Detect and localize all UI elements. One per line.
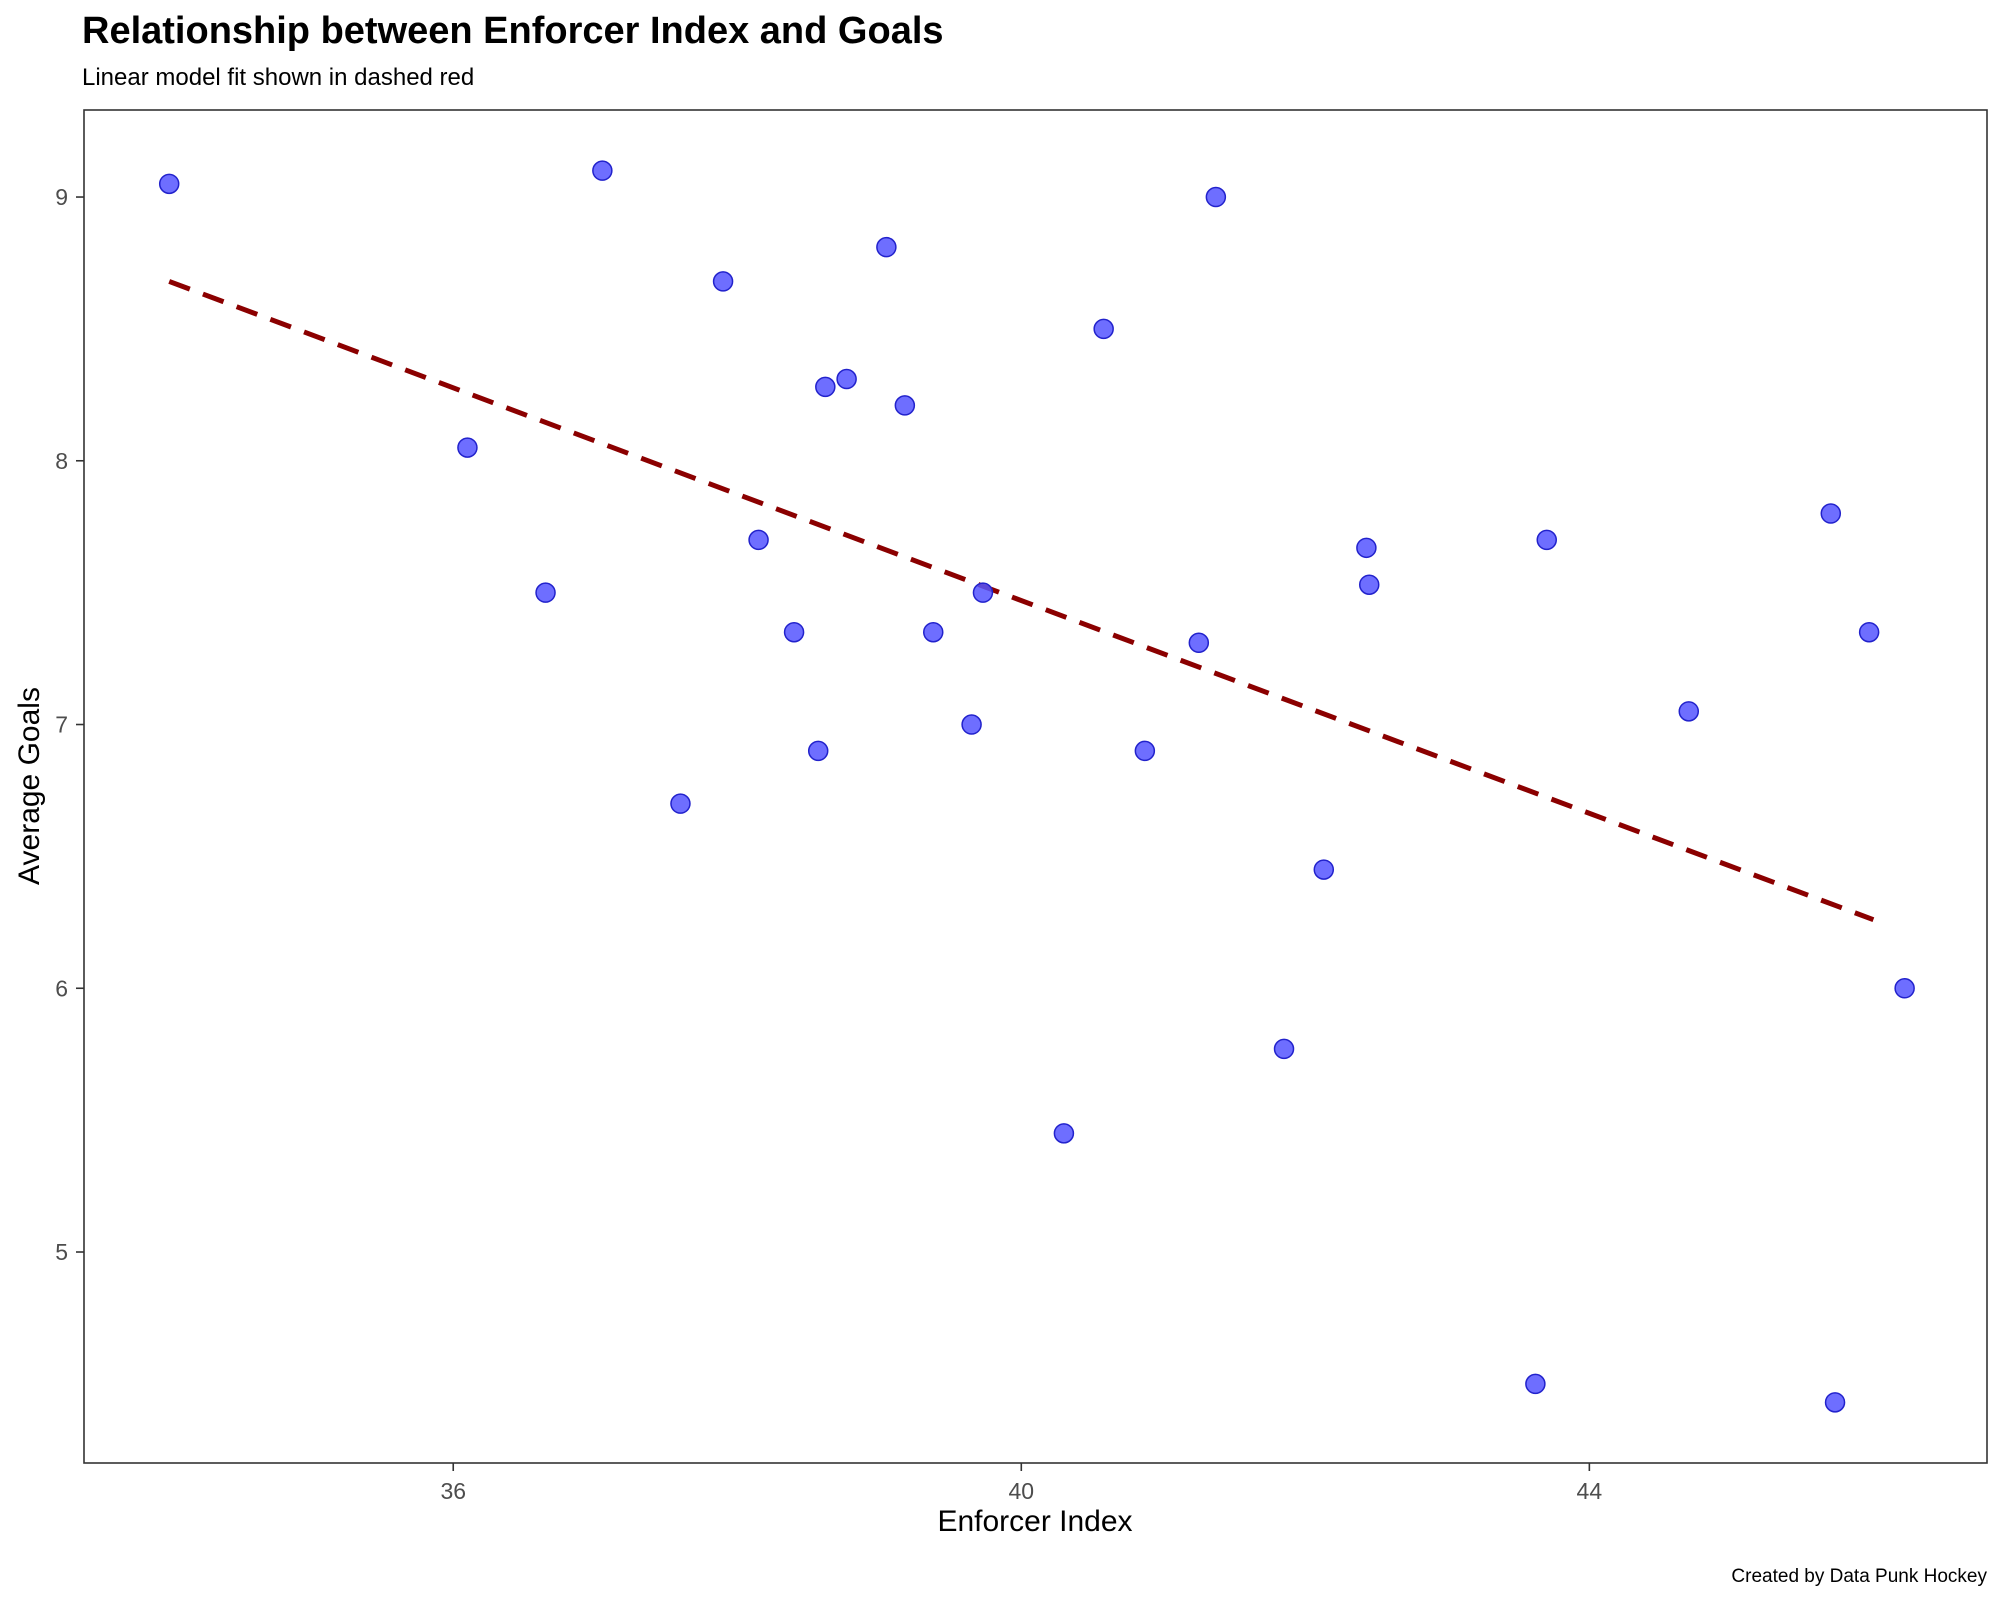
data-point xyxy=(1536,529,1558,551)
fit-line-layer xyxy=(168,279,1875,923)
data-point xyxy=(1205,186,1227,208)
data-point xyxy=(1824,1392,1846,1413)
x-tick-label: 36 xyxy=(440,1478,466,1504)
data-point xyxy=(1356,537,1377,559)
x-tick-label: 44 xyxy=(1577,1478,1603,1504)
data-point xyxy=(1358,574,1380,595)
data-point xyxy=(876,236,897,258)
data-point xyxy=(1053,1123,1075,1144)
fit-line xyxy=(168,279,1875,923)
x-axis-title: Enforcer Index xyxy=(937,1505,1132,1538)
data-point xyxy=(922,621,944,643)
data-point xyxy=(961,714,982,735)
data-point xyxy=(972,582,994,603)
x-axis: 36 40 44 xyxy=(440,1463,1602,1504)
chart-title: Relationship between Enforcer Index and … xyxy=(82,10,944,52)
data-point xyxy=(836,368,857,390)
data-point xyxy=(158,173,180,195)
data-point xyxy=(1525,1373,1546,1395)
data-point xyxy=(592,160,613,181)
data-point xyxy=(815,376,836,398)
data-point xyxy=(1678,701,1700,722)
points-layer xyxy=(158,160,1915,1413)
chart-subtitle: Linear model fit shown in dashed red xyxy=(82,64,474,91)
y-axis-title: Average Goals xyxy=(13,687,46,885)
y-tick-label: 8 xyxy=(55,448,68,474)
y-tick-label: 9 xyxy=(55,184,68,210)
data-point xyxy=(1894,978,1915,999)
data-point xyxy=(894,395,916,416)
data-point xyxy=(535,582,556,603)
data-point xyxy=(783,621,805,643)
data-point xyxy=(457,437,478,458)
y-tick-label: 7 xyxy=(55,712,68,738)
data-point xyxy=(1093,318,1114,340)
data-point xyxy=(1188,632,1210,654)
y-tick-label: 6 xyxy=(55,975,68,1001)
data-point xyxy=(807,740,829,762)
data-point xyxy=(1134,740,1156,762)
data-point xyxy=(748,529,769,551)
data-point xyxy=(1273,1038,1295,1060)
data-point xyxy=(1858,621,1880,643)
y-tick-label: 5 xyxy=(55,1239,68,1265)
data-point xyxy=(1820,503,1842,524)
plot-panel xyxy=(83,109,1988,1464)
data-point xyxy=(1313,859,1335,880)
data-point xyxy=(670,793,691,814)
data-point xyxy=(712,271,734,292)
chart-caption: Created by Data Punk Hockey xyxy=(1731,1566,1987,1587)
y-axis: 5 6 7 8 9 xyxy=(55,184,84,1265)
x-tick-label: 40 xyxy=(1009,1478,1035,1504)
